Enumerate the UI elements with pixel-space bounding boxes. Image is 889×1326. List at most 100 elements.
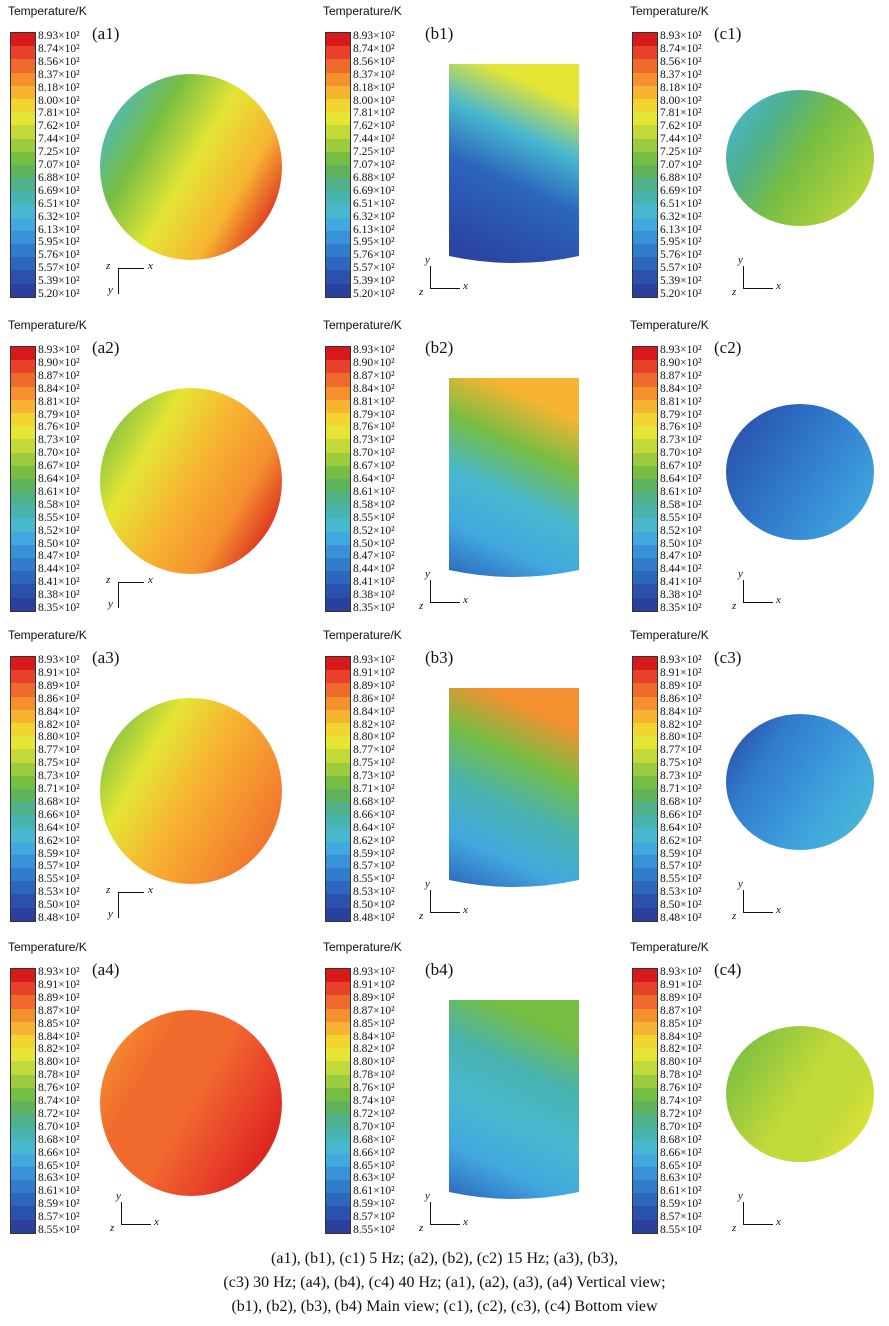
panel-b1: Temperature/K 8.93×10² 8.74×10² 8.56×10² 8.3… — [315, 2, 579, 307]
colorbar-tick-label: 8.61×10² — [38, 1185, 80, 1198]
colorbar-tick-label: 8.61×10² — [38, 485, 80, 498]
colorbar-swatch — [11, 802, 35, 816]
colorbar-tick-label: 7.44×10² — [353, 133, 395, 146]
colorbar-swatch — [11, 815, 35, 829]
colorbar-tick-label: 8.57×10² — [353, 860, 395, 873]
cylinder-body — [449, 688, 579, 887]
disc-body — [726, 1026, 874, 1162]
panel-label: (c1) — [714, 24, 742, 43]
axis-x-line — [743, 602, 773, 603]
colorbar-tick-label: 7.07×10² — [660, 159, 702, 171]
colorbar-tick-label: 8.84×10² — [353, 382, 395, 395]
axis-z-label: z — [419, 600, 424, 612]
colorbar-swatch — [11, 204, 35, 218]
colorbar-tick-label: 8.82×10² — [353, 1043, 395, 1056]
colorbar-tick-label: 7.44×10² — [38, 133, 80, 146]
colorbar-swatch — [633, 881, 657, 895]
colorbar-tick-label: 8.48×10² — [38, 912, 80, 924]
colorbar-tick-label: 8.79×10² — [38, 408, 80, 421]
colorbar-tick-label: 5.57×10² — [353, 262, 395, 275]
colorbar-tick-label: 8.44×10² — [660, 563, 702, 576]
colorbar-swatch — [11, 125, 35, 139]
colorbar-swatch — [11, 257, 35, 271]
colorbar — [632, 968, 658, 1234]
colorbar-swatch — [326, 788, 350, 803]
colorbar-tick-label: 8.37×10² — [38, 68, 80, 81]
axis-z-label: z — [106, 574, 111, 586]
colorbar-swatch — [11, 828, 35, 842]
colorbar-swatch — [633, 98, 657, 113]
colorbar-swatch — [11, 373, 35, 387]
colorbar-tick-label: 8.53×10² — [353, 886, 395, 899]
colorbar-tick-label: 8.57×10² — [353, 1211, 395, 1224]
colorbar-tick-label: 8.38×10² — [660, 589, 702, 602]
colorbar-swatch — [11, 1193, 35, 1207]
colorbar-swatch — [11, 452, 35, 466]
cylinder-contour — [449, 378, 579, 577]
colorbar-title: Temperature/K — [630, 628, 709, 642]
colorbar-tick-label: 7.62×10² — [353, 120, 395, 133]
colorbar-tick-label: 8.75×10² — [660, 757, 702, 770]
colorbar-swatch — [633, 151, 657, 165]
axis-x-label: x — [148, 884, 153, 896]
colorbar-tick-label: 8.38×10² — [38, 589, 80, 602]
panel-c3: Temperature/K 8.93×10² 8.91×10² 8.89×10² 8.8… — [622, 626, 884, 931]
colorbar-swatch — [11, 969, 35, 983]
panel-label: (b4) — [425, 960, 454, 979]
colorbar-swatch — [11, 1166, 35, 1180]
panel-b3: Temperature/K 8.93×10² 8.91×10² 8.89×10² 8.8… — [315, 626, 579, 931]
colorbar-tick-label: 5.20×10² — [38, 288, 80, 300]
colorbar-swatch — [326, 969, 350, 983]
colorbar-tick-label: 8.61×10² — [660, 485, 702, 498]
colorbar-swatch — [633, 1008, 657, 1022]
colorbar-tick-label: 8.70×10² — [38, 1120, 80, 1133]
colorbar-tick-label: 8.50×10² — [38, 537, 80, 550]
colorbar-swatch — [633, 283, 657, 297]
disc-body — [100, 74, 282, 260]
colorbar-tick-label: 8.89×10² — [660, 991, 702, 1004]
colorbar-tick-label: 8.59×10² — [38, 847, 80, 860]
colorbar-tick-label: 5.57×10² — [660, 262, 702, 275]
colorbar-tick-label: 8.89×10² — [353, 679, 395, 692]
colorbar-tick-label: 5.95×10² — [353, 236, 395, 249]
colorbar-swatch — [326, 854, 350, 868]
disc-contour — [100, 388, 282, 574]
colorbar-swatch — [326, 881, 350, 895]
colorbar-swatch — [326, 597, 350, 611]
colorbar-tick-label: 8.63×10² — [353, 1172, 395, 1185]
colorbar-swatch — [633, 762, 657, 776]
colorbar-swatch — [633, 426, 657, 440]
colorbar-tick-label: 8.93×10² — [353, 344, 395, 356]
colorbar-swatch — [11, 230, 35, 244]
colorbar-tick-label: 7.25×10² — [353, 146, 395, 159]
axis-z-label: z — [732, 286, 737, 298]
colorbar-tick-label: 8.78×10² — [38, 1069, 80, 1082]
colorbar-swatch — [633, 584, 657, 598]
panel-a2: Temperature/K 8.93×10² 8.90×10² 8.87×10² 8.8… — [0, 316, 282, 621]
colorbar-swatch — [11, 426, 35, 440]
colorbar-tick-label: 8.74×10² — [353, 42, 395, 55]
colorbar-tick-label: 8.74×10² — [660, 1095, 702, 1107]
disc-contour — [726, 714, 874, 850]
colorbar-swatch — [326, 722, 350, 737]
colorbar-swatch — [326, 373, 350, 387]
colorbar-tick-label: 8.84×10² — [38, 382, 80, 395]
colorbar-tick-label: 8.57×10² — [38, 860, 80, 873]
colorbar-swatch — [633, 360, 657, 374]
colorbar-swatch — [633, 1100, 657, 1115]
colorbar-swatch — [11, 1180, 35, 1194]
colorbar-tick-label: 8.41×10² — [353, 576, 395, 589]
colorbar-tick-label: 7.81×10² — [38, 107, 80, 120]
colorbar-swatch — [633, 439, 657, 453]
colorbar-tick-label: 6.13×10² — [660, 223, 702, 236]
colorbar-swatch — [11, 1061, 35, 1075]
colorbar-tick-label: 8.84×10² — [660, 382, 702, 395]
colorbar-tick-label: 8.56×10² — [353, 55, 395, 68]
colorbar-tick-label: 8.73×10² — [38, 770, 80, 783]
axis-x-line — [430, 288, 460, 289]
colorbar-tick-label: 7.25×10² — [38, 146, 80, 159]
colorbar-tick-label: 8.93×10² — [660, 966, 702, 978]
colorbar-swatch — [326, 112, 350, 126]
colorbar-tick-label: 8.93×10² — [38, 30, 80, 42]
colorbar-tick-label: 7.81×10² — [660, 107, 702, 120]
